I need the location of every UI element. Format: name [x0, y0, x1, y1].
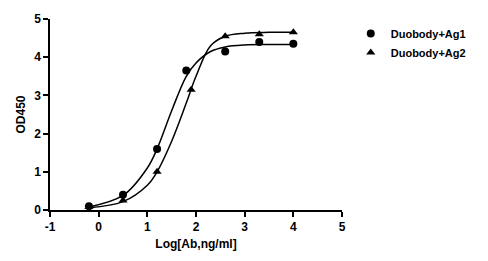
svg-text:0: 0: [34, 203, 41, 217]
svg-text:OD450: OD450: [14, 95, 28, 133]
svg-text:4: 4: [290, 220, 297, 234]
svg-text:2: 2: [34, 127, 41, 141]
svg-text:2: 2: [193, 220, 200, 234]
svg-text:-1: -1: [45, 220, 56, 234]
svg-text:1: 1: [34, 165, 41, 179]
svg-text:3: 3: [34, 89, 41, 103]
svg-text:Duobody+Ag2: Duobody+Ag2: [391, 47, 466, 59]
svg-text:4: 4: [34, 50, 41, 64]
svg-text:1: 1: [144, 220, 151, 234]
svg-text:Duobody+Ag1: Duobody+Ag1: [391, 28, 466, 40]
svg-text:0: 0: [95, 220, 102, 234]
svg-text:Log[Ab,ng/ml]: Log[Ab,ng/ml]: [155, 237, 236, 251]
svg-text:3: 3: [241, 220, 248, 234]
svg-text:5: 5: [34, 12, 41, 26]
svg-text:5: 5: [339, 220, 346, 234]
